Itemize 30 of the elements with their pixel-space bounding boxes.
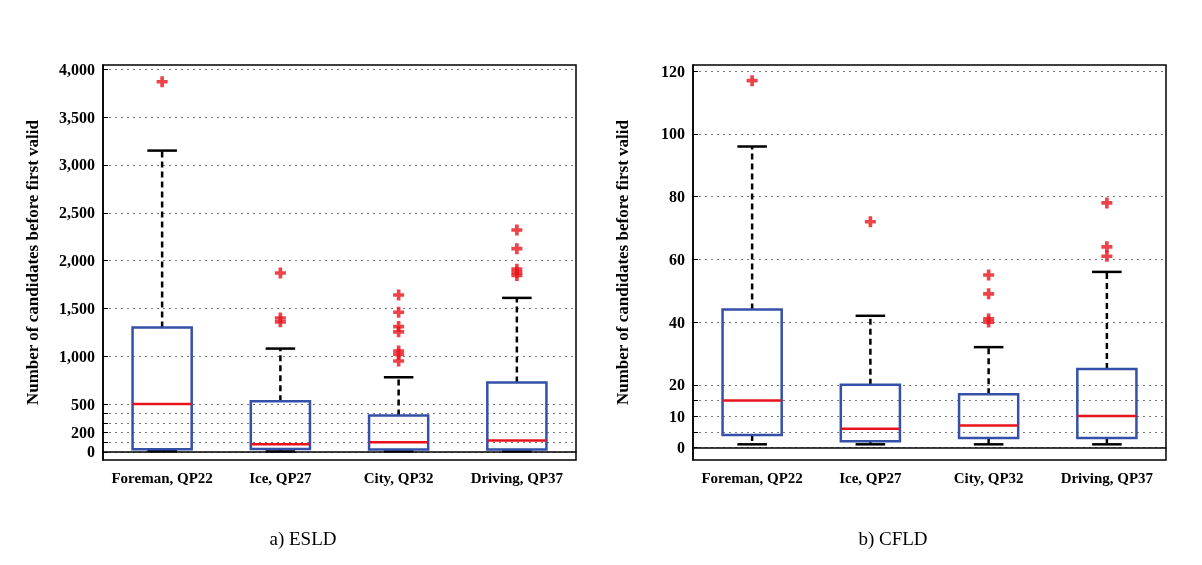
y-tick-label: 40	[669, 313, 685, 331]
x-tick-label: Foreman, QP22	[701, 469, 803, 486]
y-axis-title: Number of candidates before first valid	[23, 119, 42, 406]
y-tick-label: 4,000	[59, 60, 95, 78]
y-tick-label: 0	[677, 438, 685, 456]
y-tick-label: 2,500	[59, 204, 95, 222]
y-tick-label: 3,500	[59, 108, 95, 126]
y-tick-label: 2,000	[59, 252, 95, 270]
x-tick-label: City, QP32	[953, 469, 1024, 486]
y-tick-label: 0	[87, 443, 95, 461]
y-tick-label: 3,000	[59, 156, 95, 174]
y-tick-label: 500	[71, 395, 95, 413]
y-tick-label: 200	[71, 424, 95, 442]
y-tick-label: 80	[669, 188, 685, 206]
y-tick-label: 120	[661, 62, 685, 80]
y-tick-label: 10	[669, 407, 685, 425]
y-tick-label: 1,500	[59, 299, 95, 317]
y-tick-label: 60	[669, 250, 685, 268]
y-tick-label: 100	[661, 125, 685, 143]
text: a) ESLD	[269, 528, 337, 550]
y-tick-label: 1,000	[59, 347, 95, 365]
x-tick-label: Foreman, QP22	[111, 469, 213, 486]
x-tick-label: City, QP32	[363, 469, 434, 486]
x-tick-label: Driving, QP37	[470, 469, 564, 486]
y-axis-title: Number of candidates before first valid	[613, 119, 632, 406]
x-tick-label: Ice, QP27	[249, 469, 313, 486]
x-tick-label: Driving, QP37	[1060, 469, 1154, 486]
y-tick-label: 20	[669, 376, 685, 394]
text: b) CFLD	[858, 528, 928, 550]
x-tick-label: Ice, QP27	[839, 469, 903, 486]
